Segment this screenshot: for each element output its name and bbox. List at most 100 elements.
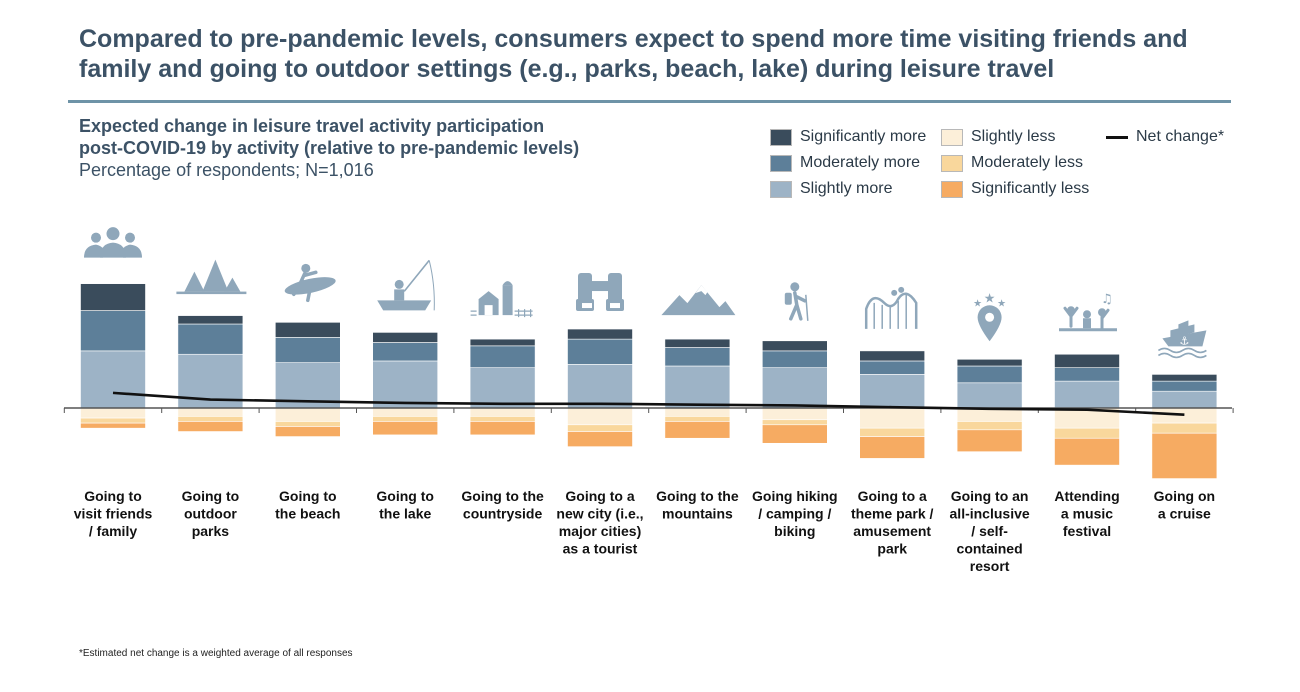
bar-segment-sl_less: [567, 407, 633, 426]
bar-segment-sl_more: [956, 382, 1023, 409]
bar-segment-sig_more: [761, 340, 828, 352]
bar-segment-mod_more: [664, 347, 731, 367]
bar-segment-mod_less: [567, 424, 633, 432]
legend-item-moderately-more: Moderately more: [770, 154, 920, 172]
category-label-line: / camping /: [758, 506, 831, 522]
category-label-line: the beach: [275, 506, 340, 522]
legend-label: Slightly less: [971, 128, 1056, 145]
bar-segment-mod_less: [177, 416, 244, 422]
bar-segment-mod_less: [469, 416, 536, 422]
legend-line-swatch: [1106, 135, 1128, 139]
bar-segment-sl_more: [859, 374, 926, 409]
bar-segment-sig_more: [469, 338, 536, 347]
legend-label: Moderately less: [971, 154, 1084, 171]
bar-segment-mod_less: [1054, 427, 1120, 439]
category-label-line: Going to: [84, 488, 142, 504]
footnote: *Estimated net change is a weighted aver…: [79, 648, 353, 659]
bar-segment-sig_less: [956, 429, 1023, 452]
bar-segment-sig_more: [664, 338, 731, 348]
svg-text:★: ★: [973, 298, 982, 309]
surfer-icon: [284, 263, 336, 303]
category-label: Going to outdoor parks: [182, 488, 240, 539]
bar-segment-mod_less: [274, 421, 341, 427]
bar-segment-sl_more: [761, 367, 828, 409]
resort-pin-icon: ★★ ★: [973, 291, 1006, 342]
category-label: Going to an all-inclusive / self-contained…: [950, 488, 1030, 574]
bar-segment-sig_less: [80, 422, 146, 429]
music-festival-icon: ♫: [1059, 292, 1117, 332]
bar-segment-sl_less: [372, 407, 439, 417]
category-label: Going to the beach: [275, 488, 340, 522]
bar-segment-mod_more: [372, 342, 439, 362]
category-label: Going to visit friends / family: [74, 488, 153, 539]
bar-segment-mod_more: [1054, 367, 1120, 382]
category-label-line: Going hiking: [752, 488, 838, 504]
category-label-line: Going to: [376, 488, 434, 504]
category-label-line: / self-: [971, 523, 1008, 539]
category-label: Going to the mountains: [656, 488, 739, 522]
bar-segment-sig_less: [372, 421, 439, 436]
bar-segment-sig_more: [1151, 374, 1218, 382]
hiker-icon: [784, 282, 809, 321]
bar-segment-mod_more: [469, 345, 536, 368]
bar-segment-mod_more: [956, 365, 1023, 384]
bar-segment-sig_less: [274, 426, 341, 437]
category-label-line: Going to: [182, 488, 240, 504]
category-label-line: as a tourist: [563, 541, 638, 557]
category-label-line: contained: [957, 541, 1023, 557]
bar-segment-sl_more: [372, 360, 439, 409]
bar-segment-mod_less: [80, 417, 146, 424]
bar-segment-sl_more: [1151, 390, 1218, 409]
chart-legend: Significantly more Moderately more Sligh…: [770, 128, 1240, 206]
bar-segment-sig_more: [1054, 353, 1120, 368]
bar-segment-sig_less: [859, 436, 926, 459]
bar-segment-sig_less: [761, 424, 828, 444]
category-label-line: a cruise: [1158, 506, 1211, 522]
legend-item-significantly-more: Significantly more: [770, 128, 926, 146]
category-label-line: Going to: [279, 488, 337, 504]
bar-segment-mod_less: [761, 419, 828, 426]
bar-segment-sig_less: [177, 421, 244, 432]
bar-segment-sig_less: [664, 421, 731, 439]
category-label-line: new city (i.e.,: [556, 506, 643, 522]
bar-segment-mod_less: [859, 427, 926, 437]
category-label-line: biking: [774, 523, 815, 539]
bar-segment-sl_less: [664, 407, 731, 417]
category-label-line: resort: [970, 558, 1010, 574]
bar-segment-sl_less: [274, 407, 341, 422]
subtitle-line-2: post-COVID-19 by activity (relative to p…: [79, 138, 580, 158]
category-label-line: amusement: [853, 523, 931, 539]
bar-segment-sl_more: [1054, 380, 1120, 409]
bar-segment-sl_less: [80, 407, 146, 419]
category-label: Going hiking / camping / biking: [752, 488, 838, 539]
bar-segment-sig_more: [274, 322, 341, 338]
bar-segment-sig_less: [567, 431, 633, 447]
bar-segment-mod_more: [80, 310, 146, 352]
bar-segment-mod_more: [177, 323, 244, 355]
fishing-boat-icon: [377, 259, 435, 311]
subtitle-note: Percentage of respondents; N=1,016: [79, 160, 374, 180]
svg-text:★: ★: [984, 291, 996, 306]
title-divider: [68, 100, 1231, 103]
bar-segment-mod_less: [664, 416, 731, 422]
svg-text:★: ★: [997, 298, 1006, 309]
category-label-line: major cities): [559, 523, 641, 539]
category-label-line: visit friends: [74, 506, 153, 522]
bar-segment-sig_more: [80, 283, 146, 311]
category-label: Attending a music festival: [1054, 488, 1119, 539]
bar-segment-sig_less: [469, 421, 536, 436]
net-change-line: [112, 391, 1185, 417]
bar-segment-mod_more: [1151, 380, 1218, 392]
category-label-line: countryside: [463, 506, 543, 522]
legend-label: Slightly more: [800, 180, 893, 197]
bar-segment-sl_more: [567, 364, 633, 409]
category-label-line: / family: [89, 523, 137, 539]
legend-item-slightly-less: Slightly less: [941, 128, 1055, 146]
bar-segment-sig_more: [177, 315, 244, 325]
legend-swatch: [770, 180, 792, 198]
category-label: Going to the lake: [376, 488, 434, 522]
legend-label: Significantly more: [800, 128, 927, 145]
bar-segment-sl_less: [469, 407, 536, 417]
category-label: Going on a cruise: [1154, 488, 1215, 522]
